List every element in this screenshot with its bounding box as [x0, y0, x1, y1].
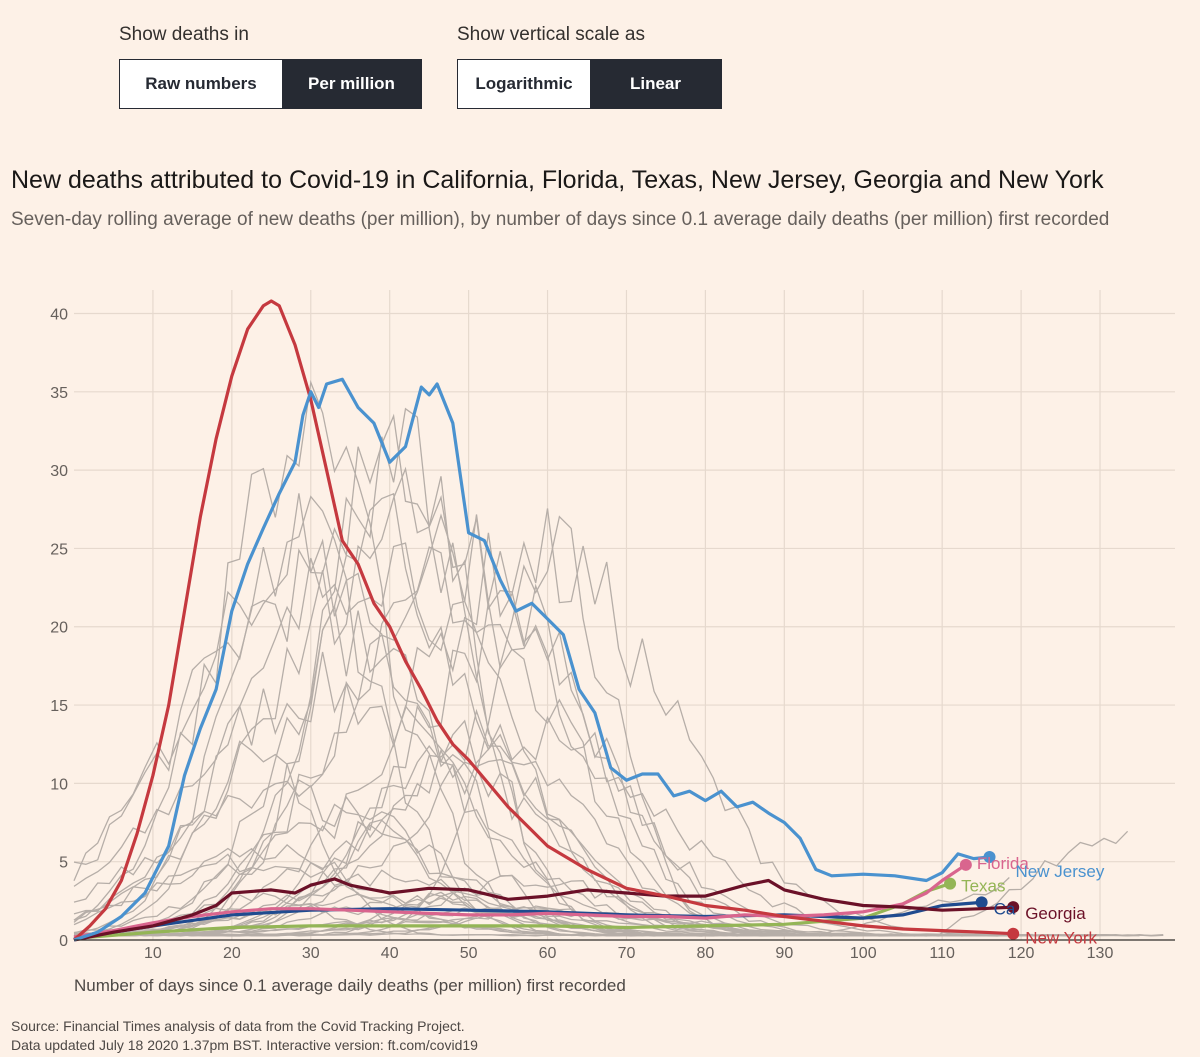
x-tick-label: 70 [618, 945, 636, 962]
series-line-new-jersey [73, 377, 990, 942]
x-tick-label: 10 [144, 945, 162, 962]
y-tick-label: 40 [50, 306, 68, 323]
other-state-line [73, 513, 974, 937]
other-state-line [73, 604, 986, 937]
y-tick-label: 35 [50, 385, 68, 402]
source-line: Source: Financial Times analysis of data… [11, 1018, 465, 1034]
series-label: Florida [977, 854, 1030, 873]
other-state-line [73, 546, 797, 935]
x-tick-label: 50 [460, 945, 478, 962]
x-tick-label: 80 [696, 945, 714, 962]
y-tick-label: 30 [50, 463, 68, 480]
x-tick-label: 90 [775, 945, 793, 962]
y-tick-label: 5 [59, 855, 68, 872]
y-tick-label: 10 [50, 776, 68, 793]
deaths-toggle: Raw numbers Per million [119, 59, 422, 109]
y-tick-label: 15 [50, 698, 68, 715]
end-marker-texas [944, 877, 957, 890]
series-label: New York [1025, 929, 1097, 948]
deaths-toggle-label: Show deaths in [119, 24, 249, 45]
x-tick-label: 120 [1008, 945, 1035, 962]
highlighted-series [72, 299, 1020, 942]
series-label: Texas [961, 877, 1005, 896]
end-marker-florida [959, 858, 972, 871]
other-state-line [73, 719, 1010, 937]
x-tick-label: 130 [1087, 945, 1114, 962]
y-tick-label: 20 [50, 620, 68, 637]
series-label: Georgia [1025, 904, 1086, 923]
chart-subtitle: Seven-day rolling average of new deaths … [11, 209, 1110, 230]
source-note: Source: Financial Times analysis of data… [11, 1017, 478, 1055]
x-tick-label: 60 [539, 945, 557, 962]
series-line-georgia [73, 877, 1014, 942]
y-tick-label: 25 [50, 541, 68, 558]
linear-button[interactable]: Linear [590, 60, 721, 108]
other-state-line [73, 407, 1093, 937]
y-tick-label: 0 [59, 933, 68, 950]
series-label: New Jersey [1016, 862, 1105, 881]
series-line-florida [73, 863, 967, 939]
other-state-line [73, 538, 998, 937]
scale-toggle: Logarithmic Linear [457, 59, 722, 109]
x-tick-label: 20 [223, 945, 241, 962]
other-state-line [73, 413, 915, 937]
other-state-line [73, 877, 1010, 937]
per-million-button[interactable]: Per million [282, 60, 421, 108]
raw-numbers-button[interactable]: Raw numbers [120, 60, 282, 108]
scale-toggle-label: Show vertical scale as [457, 24, 645, 45]
other-state-line [73, 466, 927, 937]
end-marker-new-york [1007, 927, 1020, 940]
other-state-line [73, 651, 879, 937]
logarithmic-button[interactable]: Logarithmic [458, 60, 590, 108]
end-marker-new-jersey [983, 850, 996, 863]
grid [74, 290, 1175, 941]
other-state-line [73, 508, 1033, 936]
axes: 0 5 10 15 20 25 30 35 40 10 20 30 40 50 60 70 80 90 100 110… [50, 306, 1175, 962]
end-marker-georgia [1007, 901, 1020, 914]
other-state-line [73, 495, 927, 937]
chart-title: New deaths attributed to Covid-19 in Cal… [11, 166, 1104, 194]
x-axis-label: Number of days since 0.1 average daily d… [74, 976, 626, 995]
x-tick-label: 40 [381, 945, 399, 962]
end-marker-california [975, 896, 988, 909]
series-label: Ca [994, 899, 1016, 918]
updated-line: Data updated July 18 2020 1.37pm BST. In… [11, 1037, 478, 1053]
series-line-new-york [72, 299, 1014, 942]
x-tick-label: 110 [929, 945, 955, 962]
x-tick-label: 30 [302, 945, 320, 962]
x-tick-label: 100 [850, 945, 877, 962]
